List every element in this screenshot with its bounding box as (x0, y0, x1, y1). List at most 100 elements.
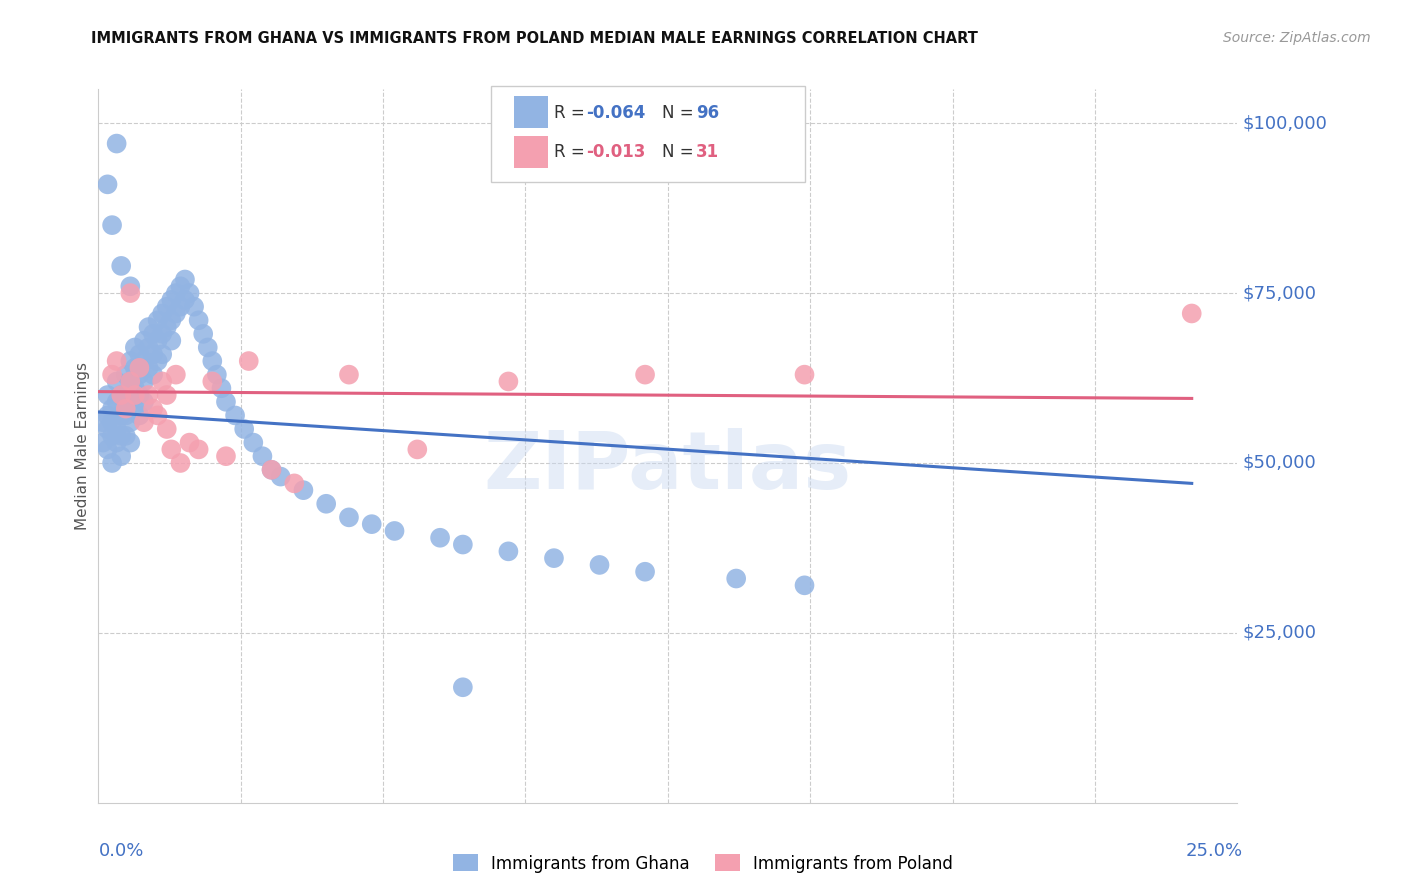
Point (110, 259, 132, 273)
Text: R =: R = (554, 103, 591, 121)
Point (120, 375, 142, 389)
Point (114, 368, 136, 382)
Text: ZIPatlas: ZIPatlas (484, 428, 852, 507)
Point (128, 409, 150, 423)
Point (132, 354, 155, 368)
Point (1181, 306, 1204, 320)
Text: $100,000: $100,000 (1243, 114, 1327, 132)
Point (105, 435, 128, 450)
Point (142, 401, 165, 416)
Point (315, 497, 337, 511)
Text: $75,000: $75,000 (1243, 284, 1317, 302)
Point (360, 517, 382, 532)
Text: 0.0%: 0.0% (98, 842, 143, 860)
Point (215, 394, 238, 409)
Point (224, 409, 246, 423)
Point (101, 401, 124, 416)
Point (110, 388, 132, 402)
Point (120, 375, 142, 389)
Point (105, 354, 128, 368)
Point (101, 456, 124, 470)
Point (142, 347, 165, 361)
Text: Source: ZipAtlas.com: Source: ZipAtlas.com (1223, 31, 1371, 45)
Point (120, 435, 142, 450)
FancyBboxPatch shape (515, 96, 548, 128)
Point (150, 375, 173, 389)
Point (183, 300, 205, 314)
Point (138, 360, 160, 375)
Point (174, 272, 197, 286)
Text: -0.013: -0.013 (586, 143, 645, 161)
Text: 96: 96 (696, 103, 720, 121)
Point (101, 218, 124, 232)
Point (260, 463, 283, 477)
Text: N =: N = (662, 143, 699, 161)
Point (124, 381, 146, 395)
Point (156, 422, 179, 436)
Point (270, 469, 292, 483)
Point (187, 313, 209, 327)
Point (132, 415, 155, 429)
Point (498, 375, 520, 389)
Point (101, 368, 124, 382)
Text: N =: N = (662, 103, 699, 121)
Point (156, 300, 179, 314)
Point (128, 388, 150, 402)
Point (337, 510, 360, 524)
Point (150, 347, 173, 361)
Point (101, 415, 124, 429)
Point (142, 326, 165, 341)
Point (252, 449, 274, 463)
Point (110, 409, 132, 423)
Point (543, 551, 565, 566)
Point (165, 306, 187, 320)
Point (120, 286, 142, 301)
Point (384, 524, 406, 538)
Point (337, 368, 360, 382)
Point (128, 347, 150, 361)
Point (96, 409, 118, 423)
Point (132, 394, 155, 409)
Point (128, 360, 150, 375)
Point (120, 279, 142, 293)
Point (105, 375, 128, 389)
Point (96, 388, 118, 402)
Point (91, 415, 114, 429)
Text: -0.064: -0.064 (586, 103, 645, 121)
Point (110, 449, 132, 463)
Text: IMMIGRANTS FROM GHANA VS IMMIGRANTS FROM POLAND MEDIAN MALE EARNINGS CORRELATION: IMMIGRANTS FROM GHANA VS IMMIGRANTS FROM… (91, 31, 979, 46)
Text: 31: 31 (696, 143, 720, 161)
Point (179, 435, 201, 450)
Point (197, 341, 219, 355)
Point (96, 422, 118, 436)
Point (165, 368, 187, 382)
Y-axis label: Median Male Earnings: Median Male Earnings (75, 362, 90, 530)
Point (205, 368, 228, 382)
Point (160, 442, 183, 457)
Point (215, 449, 238, 463)
Point (132, 334, 155, 348)
Point (105, 394, 128, 409)
Point (96, 178, 118, 192)
Point (120, 415, 142, 429)
Point (588, 558, 610, 572)
Point (105, 136, 128, 151)
Point (406, 442, 429, 457)
Point (146, 409, 169, 423)
Point (91, 435, 114, 450)
Point (101, 429, 124, 443)
Point (238, 354, 260, 368)
Point (138, 341, 160, 355)
Point (114, 388, 136, 402)
Point (201, 375, 224, 389)
Point (429, 531, 451, 545)
Point (209, 381, 232, 395)
Point (120, 394, 142, 409)
Point (124, 360, 146, 375)
Point (138, 388, 160, 402)
Point (283, 476, 305, 491)
Point (451, 680, 474, 694)
Point (201, 354, 224, 368)
Point (634, 565, 657, 579)
Point (193, 326, 215, 341)
